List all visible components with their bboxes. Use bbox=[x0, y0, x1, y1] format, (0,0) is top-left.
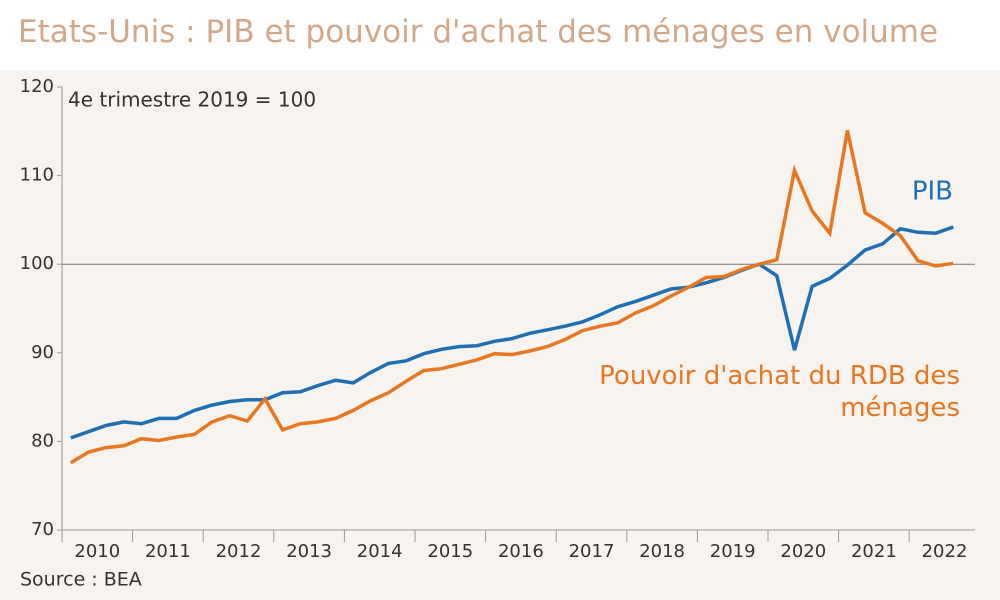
subtitle: 4e trimestre 2019 = 100 bbox=[68, 88, 316, 112]
y-tick-label: 90 bbox=[31, 342, 54, 363]
x-tick-label: 2013 bbox=[286, 541, 332, 562]
x-tick-label: 2015 bbox=[427, 541, 473, 562]
header bbox=[0, 0, 1000, 70]
y-tick-label: 80 bbox=[31, 430, 54, 451]
x-tick-label: 2014 bbox=[357, 541, 403, 562]
y-tick-label: 120 bbox=[20, 76, 54, 97]
x-tick-label: 2019 bbox=[710, 541, 756, 562]
x-tick-label: 2011 bbox=[145, 541, 191, 562]
x-tick-label: 2018 bbox=[639, 541, 685, 562]
series-label: Pouvoir d'achat du RDB des ménages bbox=[599, 361, 960, 423]
x-tick-label: 2010 bbox=[74, 541, 120, 562]
y-tick-label: 70 bbox=[31, 519, 54, 540]
source: Source : BEA bbox=[20, 569, 142, 591]
x-tick-label: 2022 bbox=[922, 541, 968, 562]
x-tick-label: 2017 bbox=[569, 541, 615, 562]
x-tick-label: 2012 bbox=[216, 541, 262, 562]
series-line bbox=[69, 130, 954, 465]
y-tick-label: 110 bbox=[20, 165, 54, 186]
y-tick-label: 100 bbox=[20, 253, 54, 274]
x-tick-label: 2016 bbox=[498, 541, 544, 562]
chart-title: Etats-Unis : PIB et pouvoir d'achat des … bbox=[18, 14, 939, 50]
series-label: PIB bbox=[912, 177, 953, 207]
series-line bbox=[70, 225, 954, 440]
x-tick-label: 2020 bbox=[780, 541, 826, 562]
x-tick-label: 2021 bbox=[851, 541, 897, 562]
